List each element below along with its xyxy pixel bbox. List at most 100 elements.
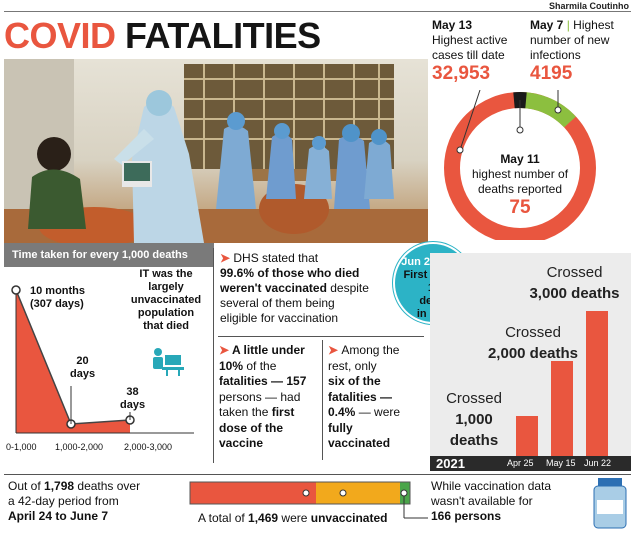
no-data-marker	[400, 489, 408, 497]
first-dose-line5b: first	[271, 405, 295, 419]
time-point-3-label1: 38	[126, 386, 139, 398]
fully-line4: fatalities —	[328, 389, 393, 404]
fully-line7: vaccinated	[328, 436, 391, 450]
crossed-label-1-l3: deaths	[449, 432, 499, 449]
may7-marker	[554, 106, 562, 114]
no-data-l3: 166 persons	[431, 509, 502, 523]
first-dose-line5a: taken the	[219, 405, 272, 419]
may13-leader	[459, 90, 481, 151]
may7-date: May 7	[530, 18, 564, 32]
crossed-label-3-l2: 3,000 deaths	[529, 285, 620, 302]
fully-line5b: — were	[355, 405, 401, 419]
time-point-2-label2: days	[70, 368, 96, 380]
crossed-label-3-l1: Crossed	[546, 264, 603, 281]
no-data-l2: wasn't available for	[431, 494, 533, 508]
crossed-label-1-l1: Crossed	[446, 390, 502, 407]
crossed-bar-2	[551, 361, 573, 456]
first-dose-line1: A little under	[231, 343, 305, 357]
crossed-axis-bar	[430, 456, 631, 471]
page-title: COVID FATALITIES	[4, 14, 321, 58]
crossed-label-1-l2: 1,000	[455, 411, 493, 428]
may11-date: May 11	[500, 152, 540, 166]
no-data-l1: While vaccination data	[431, 479, 552, 493]
dhs-line2: 99.6% of those who died	[220, 266, 360, 280]
segment-unvaccinated	[316, 482, 400, 504]
may11-value: 75	[509, 197, 531, 218]
office-worker-icon	[153, 348, 184, 376]
fully-line3: six of the	[328, 374, 381, 388]
first-dose-statement: ➤ A little under 10% of the fatalities —…	[219, 343, 323, 452]
bottom-l1b: 1,798	[44, 479, 75, 493]
unvax-marker	[302, 489, 310, 497]
time-point-3-label2: days	[120, 399, 146, 411]
may13-text2: cases till date	[432, 48, 505, 62]
unvax-a: A total of	[198, 511, 249, 525]
vaccine-vial-icon	[593, 478, 627, 529]
may11-text2: deaths reported	[477, 182, 563, 196]
crossed-date-2: May 15	[546, 458, 576, 468]
deaths-breakdown-bar	[189, 481, 428, 519]
it-line5: that died	[143, 320, 189, 332]
crossed-year: 2021	[436, 456, 465, 471]
divider-h1	[218, 336, 424, 337]
it-line3: unvaccinated	[130, 294, 202, 306]
may13-marker	[456, 146, 464, 154]
top-rule	[4, 11, 631, 12]
time-chart	[11, 285, 194, 434]
dhs-line3b: despite	[326, 281, 369, 295]
bottom-l3: April 24 to June 7	[8, 509, 109, 523]
may7-text3: infections	[530, 48, 581, 62]
donut-chart	[444, 90, 596, 240]
hospital-photo	[4, 59, 428, 243]
photo-illustration	[4, 59, 428, 243]
fully-line5a: 0.4%	[328, 405, 356, 419]
it-line2: largely	[148, 281, 184, 293]
time-point-2-label: 20 days	[70, 355, 95, 381]
title-covid: COVID	[4, 15, 116, 56]
first-dose-line2a: 10%	[219, 358, 244, 373]
may13-callout: May 13 Highest active cases till date 32…	[432, 18, 520, 85]
title-fatalities: FATALITIES	[125, 15, 321, 56]
divider-v1	[213, 248, 214, 463]
time-tick-2: 1,000-2,000	[55, 442, 104, 452]
fully-vaccinated-statement: ➤ Among the rest, only six of the fatali…	[328, 343, 424, 452]
unvax-d: unvaccinated	[310, 511, 388, 525]
fully-line2: rest, only	[328, 358, 377, 373]
crossed-bar-1	[516, 416, 538, 456]
dhs-statement: ➤ DHS stated that 99.6% of those who die…	[220, 251, 400, 326]
it-line1: IT was the	[139, 268, 193, 280]
first-dose-line6: dose of the	[219, 420, 284, 435]
may13-text1: Highest active	[432, 33, 508, 47]
dhs-line5: eligible for vaccination	[220, 311, 339, 325]
time-chart-area	[16, 290, 130, 433]
donut-ring-infections	[519, 92, 576, 128]
first-dose-line2b: of the	[243, 358, 277, 373]
unvax-marker-2	[339, 489, 347, 497]
crossed-label-1: Crossed 1,000 deaths	[436, 388, 512, 451]
dhs-line3a: weren't vaccinated	[220, 281, 327, 295]
segment-outline	[189, 481, 411, 505]
may7-text1: Highest	[573, 18, 614, 32]
crossed-label-3: Crossed 3,000 deaths	[518, 262, 631, 304]
crossed-label-2-l1: Crossed	[505, 324, 561, 341]
may11-text1: highest number of	[471, 167, 569, 181]
dhs-line4: several of them being	[220, 296, 335, 310]
time-point-1-label1: 10 months	[30, 285, 86, 297]
no-data-caption: While vaccination data wasn't available …	[431, 479, 581, 524]
bottom-rule	[4, 474, 631, 475]
unvax-c: were	[278, 511, 311, 525]
bottom-l1c: deaths over	[74, 479, 141, 493]
time-chart-header: Time taken for every 1,000 deaths	[4, 243, 214, 267]
time-point-1-label: 10 months (307 days)	[30, 285, 85, 311]
it-line4: population	[137, 307, 195, 319]
crossed-bar-3	[586, 311, 608, 456]
divider-v2	[322, 340, 323, 460]
time-point-2-label1: 20	[76, 355, 89, 367]
crossed-date-1: Apr 25	[507, 458, 534, 468]
segment-first-dose	[190, 482, 316, 504]
time-point-1	[11, 285, 21, 295]
first-dose-line4: persons — had	[219, 389, 301, 404]
first-dose-line3: fatalities — 157	[219, 374, 307, 388]
time-point-1-label2: (307 days)	[30, 298, 84, 310]
first-dose-line7: vaccine	[219, 436, 264, 450]
